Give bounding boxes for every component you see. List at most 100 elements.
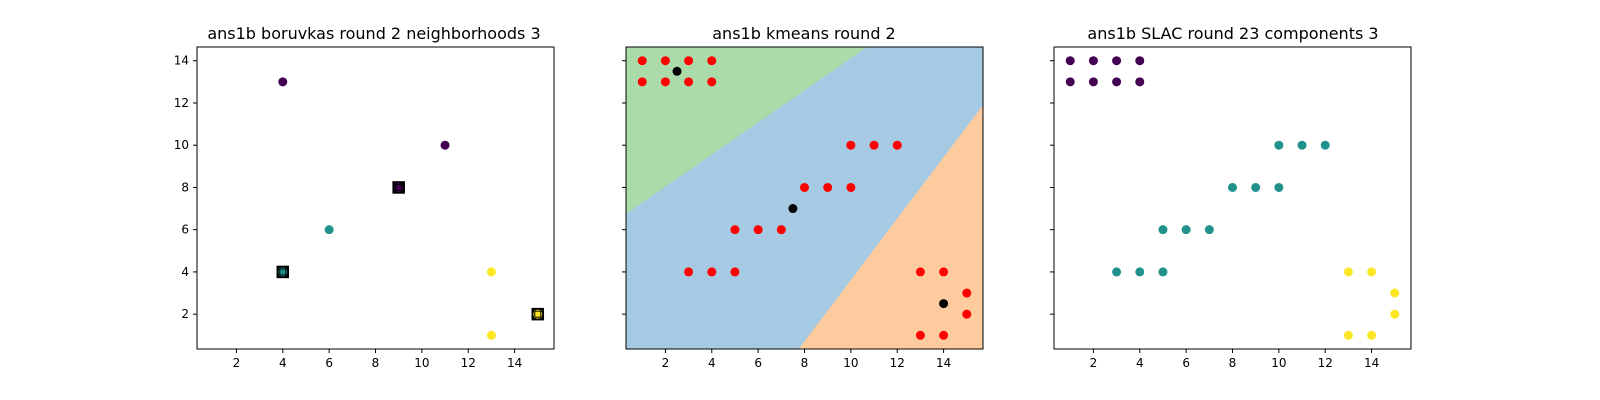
axes-frame [1053,46,1412,350]
data-point [684,77,694,87]
data-point [660,56,670,66]
y-tick-label: 12 [174,96,189,110]
y-tick-label: 10 [174,138,189,152]
data-point [1251,182,1261,192]
data-point [660,77,670,87]
data-point [1181,225,1191,235]
y-tick-label: 14 [174,54,189,68]
highlight-square-marker-inner [395,183,403,191]
data-point [1390,309,1400,319]
data-point [1135,77,1145,87]
panel-title: ans1b SLAC round 23 components 3 [1087,24,1378,43]
cluster-region [798,105,983,349]
data-point [846,140,856,150]
data-point [939,267,949,277]
data-point [1297,140,1307,150]
data-point [776,225,786,235]
data-point [486,330,496,340]
x-tick-label: 12 [1318,356,1333,370]
data-point [684,56,694,66]
data-point [1112,56,1122,66]
data-point [1158,267,1168,277]
panel-kmeans: ans1b kmeans round 2 2 4 6 8 10 12 14 [622,24,984,370]
data-point [637,56,647,66]
x-tick-label: 6 [325,356,333,370]
data-point [1228,182,1237,192]
data-point [1204,225,1214,235]
data-point [892,140,902,150]
data-point [1274,140,1284,150]
data-point [1367,330,1377,340]
data-point [1135,56,1145,66]
x-tick-label: 4 [279,356,287,370]
data-point [1343,267,1353,277]
x-tick-label: 8 [372,356,380,370]
data-point [707,77,717,87]
data-point [1158,225,1168,235]
panel-title: ans1b kmeans round 2 [712,24,895,43]
cluster-region [626,47,868,214]
data-point [1112,267,1122,277]
data-point [753,225,763,235]
data-point [730,267,740,277]
x-tick-label: 2 [662,356,670,370]
plot-area [276,77,545,340]
data-point [915,330,925,340]
data-point [1274,182,1284,192]
x-tick-label: 6 [754,356,762,370]
x-tick-label: 10 [843,356,858,370]
x-tick-label: 8 [1229,356,1237,370]
x-tick-label: 10 [414,356,429,370]
x-tick-label: 12 [890,356,905,370]
data-point [278,77,288,87]
data-point [440,140,450,150]
data-point [730,225,740,235]
data-point [707,56,717,66]
plot-area [1065,56,1400,340]
data-point [637,77,647,87]
data-point [1320,140,1330,150]
data-point [962,288,972,298]
x-tick-label: 8 [801,356,809,370]
data-point [846,182,856,192]
data-point [1065,77,1075,87]
data-point [915,267,925,277]
x-tick-label: 14 [936,356,951,370]
data-point [869,140,879,150]
y-tick-label: 2 [181,307,189,321]
data-point [823,182,833,192]
x-tick-label: 2 [1090,356,1098,370]
highlight-square-marker-inner [279,268,287,276]
data-point [1112,77,1122,87]
x-tick-label: 2 [233,356,241,370]
data-point [788,204,798,214]
highlight-square-marker-inner [534,310,542,318]
plot-area [626,47,983,349]
x-tick-label: 4 [708,356,716,370]
x-tick-label: 14 [507,356,522,370]
data-point [1135,267,1145,277]
data-point [672,66,682,76]
data-point [486,267,496,277]
axes-frame [196,46,555,350]
data-point [800,182,809,192]
data-point [1065,56,1075,66]
panel-boruvkas: ans1b boruvkas round 2 neighborhoods 3 2… [174,24,555,370]
data-point [1367,267,1377,277]
y-tick-label: 4 [181,265,189,279]
y-tick-label: 8 [181,180,189,194]
data-point [1343,330,1353,340]
panel-slac: ans1b SLAC round 23 components 3 2 4 6 8 10 1… [1050,24,1412,370]
data-point [962,309,972,319]
data-point [1390,288,1400,298]
data-point [1088,56,1098,66]
data-point [707,267,717,277]
panel-title: ans1b boruvkas round 2 neighborhoods 3 [207,24,540,43]
x-tick-label: 12 [461,356,476,370]
x-tick-label: 4 [1136,356,1144,370]
data-point [1088,77,1098,87]
data-point [324,225,334,235]
x-tick-label: 6 [1182,356,1190,370]
x-tick-label: 14 [1364,356,1379,370]
